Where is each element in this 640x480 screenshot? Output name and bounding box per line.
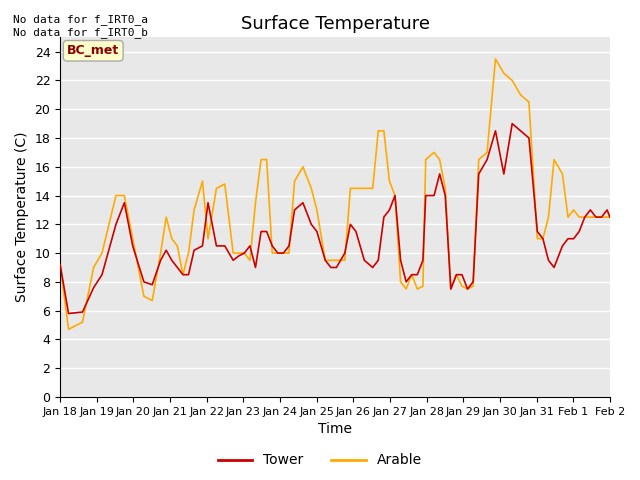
Title: Surface Temperature: Surface Temperature [241,15,429,33]
Text: BC_met: BC_met [67,44,119,57]
Text: No data for f_IRT0_a
No data for f_IRT0_b: No data for f_IRT0_a No data for f_IRT0_… [13,14,148,38]
Legend: Tower, Arable: Tower, Arable [212,448,428,473]
X-axis label: Time: Time [318,422,352,436]
Y-axis label: Surface Temperature (C): Surface Temperature (C) [15,132,29,302]
